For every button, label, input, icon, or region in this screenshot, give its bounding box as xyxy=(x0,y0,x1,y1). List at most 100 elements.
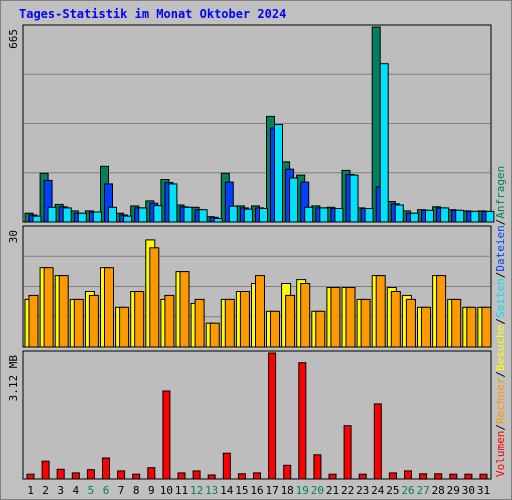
bar-volumen-day-11 xyxy=(177,472,186,480)
bar-volumen-day-17 xyxy=(268,352,277,480)
bar-rechner-day-12 xyxy=(194,298,205,348)
bar-volumen-day-28 xyxy=(434,473,443,480)
bar-rechner-day-8 xyxy=(134,291,145,348)
bar-rechner-day-1 xyxy=(28,294,39,348)
legend-item: Dateien xyxy=(494,225,507,271)
bar-rechner-day-25 xyxy=(390,291,401,348)
bar-seiten-day-7 xyxy=(123,215,133,223)
bar-rechner-day-11 xyxy=(179,271,190,348)
x-tick-label-day-21: 21 xyxy=(326,484,339,497)
bar-seiten-day-30 xyxy=(470,210,480,223)
x-tick-label-day-28: 28 xyxy=(432,484,445,497)
bar-seiten-day-2 xyxy=(47,206,57,223)
bar-volumen-day-15 xyxy=(237,473,246,480)
x-tick-label-day-20: 20 xyxy=(311,484,324,497)
bar-rechner-day-29 xyxy=(451,298,462,348)
x-tick-label-day-10: 10 xyxy=(160,484,173,497)
x-tick-label-day-7: 7 xyxy=(118,484,125,497)
bar-seiten-day-27 xyxy=(425,209,434,223)
bar-volumen-day-27 xyxy=(419,473,428,480)
legend-item: Volumen xyxy=(494,431,507,477)
bar-seiten-day-24 xyxy=(379,63,389,223)
legend-item: / xyxy=(494,371,507,378)
bar-volumen-day-8 xyxy=(132,473,141,480)
bar-seiten-day-21 xyxy=(334,208,344,223)
bar-rechner-day-3 xyxy=(58,275,69,348)
bar-seiten-day-13 xyxy=(213,218,223,223)
bar-volumen-day-9 xyxy=(147,467,156,480)
bar-volumen-day-30 xyxy=(464,473,473,480)
legend-item: Rechner xyxy=(494,377,507,424)
bar-seiten-day-28 xyxy=(440,207,450,223)
x-tick-label-day-14: 14 xyxy=(220,484,234,497)
bar-volumen-day-12 xyxy=(192,470,201,480)
x-tick-label-day-1: 1 xyxy=(27,484,34,497)
x-tick-label-day-12: 12 xyxy=(190,484,203,497)
bar-seiten-day-12 xyxy=(198,209,208,223)
y-axis-max-label-middle: 30 xyxy=(7,230,20,243)
bar-rechner-day-31 xyxy=(481,306,492,348)
bar-seiten-day-11 xyxy=(183,206,193,223)
bar-seiten-day-8 xyxy=(138,207,148,223)
bar-seiten-day-15 xyxy=(243,208,253,223)
bar-rechner-day-4 xyxy=(73,298,84,348)
bar-volumen-day-5 xyxy=(86,469,95,480)
bar-rechner-day-28 xyxy=(436,275,447,348)
bar-volumen-day-21 xyxy=(328,473,337,480)
bar-seiten-day-22 xyxy=(349,174,359,223)
bar-seiten-day-20 xyxy=(319,207,329,223)
bar-volumen-day-7 xyxy=(117,470,126,480)
bar-rechner-day-7 xyxy=(119,306,130,348)
bar-seiten-day-31 xyxy=(485,210,495,223)
bar-seiten-day-9 xyxy=(153,205,163,223)
bar-rechner-day-16 xyxy=(255,275,265,348)
x-tick-label-day-5: 5 xyxy=(88,484,95,497)
x-tick-label-day-22: 22 xyxy=(341,484,354,497)
vertical-legend: Volumen/Rechner/Besuche/Seiten/Dateien/A… xyxy=(494,166,507,477)
x-tick-label-day-6: 6 xyxy=(103,484,110,497)
bar-rechner-day-10 xyxy=(164,294,175,348)
bar-volumen-day-29 xyxy=(449,473,458,480)
x-tick-label-day-13: 13 xyxy=(205,484,218,497)
bar-volumen-day-18 xyxy=(283,464,292,480)
y-axis-max-label-bottom: 3.12 MB xyxy=(7,355,20,402)
legend-item: Anfragen xyxy=(494,166,507,219)
legend-item: / xyxy=(494,272,507,279)
bar-seiten-day-16 xyxy=(259,208,268,223)
bar-rechner-day-18 xyxy=(285,294,296,348)
bar-rechner-day-20 xyxy=(315,310,326,348)
bar-seiten-day-25 xyxy=(394,204,404,223)
x-tick-label-day-26: 26 xyxy=(401,484,414,497)
bar-volumen-day-23 xyxy=(358,473,367,480)
bar-volumen-day-10 xyxy=(162,390,171,480)
legend-item: / xyxy=(494,318,507,325)
bar-volumen-day-19 xyxy=(298,362,307,480)
bar-rechner-day-2 xyxy=(43,267,54,348)
chart-title: Tages-Statistik im Monat Oktober 2024 xyxy=(19,7,287,21)
bar-seiten-day-19 xyxy=(304,206,314,223)
plot-panel-bottom xyxy=(22,350,492,480)
bar-volumen-day-3 xyxy=(56,468,65,480)
x-tick-label-day-2: 2 xyxy=(42,484,49,497)
bar-rechner-day-5 xyxy=(88,294,99,348)
bar-rechner-day-22 xyxy=(345,287,356,348)
x-tick-label-day-15: 15 xyxy=(235,484,248,497)
bar-seiten-day-6 xyxy=(108,206,117,223)
bar-volumen-day-4 xyxy=(71,472,80,480)
bar-seiten-day-29 xyxy=(455,209,465,223)
x-tick-label-day-17: 17 xyxy=(265,484,278,497)
bar-rechner-day-6 xyxy=(104,267,114,348)
bar-seiten-day-4 xyxy=(77,212,87,223)
bar-volumen-day-31 xyxy=(479,473,488,480)
x-tick-label-day-11: 11 xyxy=(175,484,188,497)
bar-rechner-day-23 xyxy=(360,298,371,348)
x-tick-label-day-3: 3 xyxy=(57,484,64,497)
bar-volumen-day-6 xyxy=(102,457,110,480)
legend-item: / xyxy=(494,424,507,431)
bar-volumen-day-20 xyxy=(313,454,322,480)
bar-rechner-day-13 xyxy=(209,322,220,348)
bar-seiten-day-26 xyxy=(409,212,419,223)
y-axis-max-label-top: 665 xyxy=(7,29,20,49)
